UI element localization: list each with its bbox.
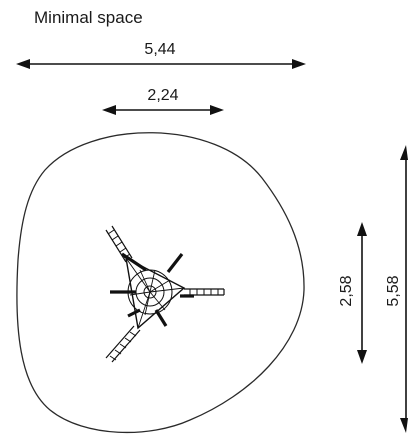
inner-height-dimension: 2,58 bbox=[338, 222, 367, 364]
minimal-space-boundary bbox=[16, 132, 305, 434]
arm-right bbox=[184, 288, 225, 296]
outer-width-dimension: 5,44 bbox=[16, 41, 306, 69]
inner-height-label: 2,58 bbox=[338, 275, 355, 306]
inner-width-label: 2,24 bbox=[147, 87, 178, 104]
inner-width-dimension: 2,24 bbox=[102, 87, 224, 115]
arm-upper-left bbox=[105, 225, 133, 263]
arm-lower-left bbox=[105, 325, 141, 363]
outer-width-label: 5,44 bbox=[144, 41, 175, 58]
outer-height-label: 5,58 bbox=[385, 275, 402, 306]
equipment-top-view bbox=[105, 225, 225, 363]
diagram-title: Minimal space bbox=[34, 8, 143, 27]
outer-height-dimension: 5,58 bbox=[385, 145, 408, 433]
